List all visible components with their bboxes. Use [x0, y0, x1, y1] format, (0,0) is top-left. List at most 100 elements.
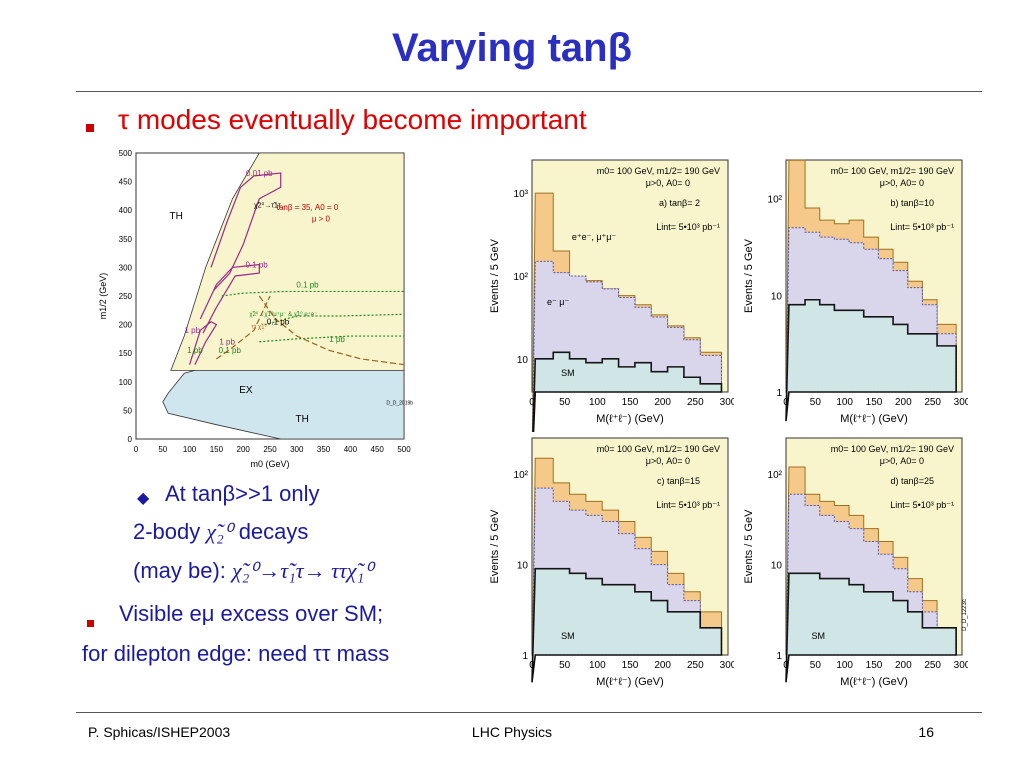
contour-tau-dashed [258, 295, 405, 366]
y-tick-label: 300 [119, 263, 133, 272]
may-be-line: (may be): χ̃₂⁰→τ̃₁τ→ ττχ̃₁⁰ [133, 558, 373, 584]
y-tick-label: 50 [123, 406, 132, 415]
footer-divider [76, 712, 982, 713]
x-tick-label: 450 [371, 445, 385, 454]
x-axis-label: m0 (GeV) [250, 459, 289, 469]
y-axis-label: m1/2 (GeV) [98, 273, 108, 320]
x-tick-label: 150 [622, 660, 639, 671]
x-tick-label: 250 [924, 397, 941, 408]
x-tick-label: 300 [290, 445, 304, 454]
histogram-panel-d: 0 50 100 150 200 250 300 1 10 10² M(ℓ⁺ℓ⁻) (GeV) Eve… [743, 437, 968, 688]
x-tick-label: 250 [924, 660, 941, 671]
two-body-line: 2-body χ̃₂⁰ decays [133, 519, 308, 545]
contour-0.1pb-purple [199, 263, 260, 334]
contour-tau-dashed-2 [216, 295, 271, 360]
x-tick-label: 50 [559, 397, 571, 408]
header-masses: m0= 100 GeV, m1/2= 190 GeV [597, 444, 720, 454]
allowed-region [170, 152, 405, 371]
bullet-marker [86, 119, 94, 137]
x-tick-label: 250 [263, 445, 277, 454]
y-axis-label: Events / 5 GeV [489, 238, 501, 313]
x-tick-label: 300 [954, 397, 968, 408]
x-tick-label: 50 [810, 397, 822, 408]
contour-0.01pb [210, 172, 282, 291]
y-tick-label: 250 [119, 292, 133, 301]
header-mu: μ>0, A0= 0 [646, 456, 690, 466]
y-tick-label: 100 [119, 378, 133, 387]
x-tick-label: 300 [954, 660, 968, 671]
label-1pb-green: 1 pb [329, 335, 345, 344]
y-tick-label: 500 [119, 149, 133, 158]
header-lumi: Lint= 5•10³ pb⁻¹ [656, 222, 720, 232]
series-2-histogram [785, 298, 957, 422]
two-body-label: 2-body [133, 519, 201, 544]
x-tick-label: 150 [622, 397, 639, 408]
label-1pb: 1 pb [184, 326, 200, 335]
header-tanbeta: b) tanβ=10 [891, 198, 934, 208]
x-tick-label: 0 [134, 445, 139, 454]
th-label-2: TH [295, 414, 308, 425]
bullet-emu-excess: Visible eμ excess over SM; [119, 601, 384, 626]
excluded-region [162, 369, 405, 440]
histogram-panel-b: 0 50 100 150 200 250 300 1 10 10² M(ℓ⁺ℓ⁻) (GeV) Eve… [743, 159, 968, 425]
contour-0.1pb-green-mid [264, 313, 405, 326]
histogram-panel-c: 0 50 100 150 200 250 300 1 10 10² M(ℓ⁺ℓ⁻) (GeV) Eve… [489, 437, 734, 688]
panel-label: SM [561, 368, 575, 378]
x-tick-label: 0 [783, 397, 789, 408]
header-mu: μ>0, A0= 0 [646, 178, 690, 188]
contour-1pb-purple [189, 321, 218, 365]
x-tick-label: 200 [237, 445, 251, 454]
label-0.1pb: 0.1 pb [267, 318, 290, 327]
label-1pb-green-2: 1 pb [187, 346, 203, 355]
x-tick-label: 100 [836, 397, 853, 408]
header-mu: μ>0, A0= 0 [880, 456, 924, 466]
header-mu: μ>0, A0= 0 [880, 178, 924, 188]
y-tick-label: 1 [776, 651, 782, 662]
decay-chain: χ̃₂⁰→τ̃₁τ→ ττχ̃₁⁰ [232, 558, 373, 583]
histogram-panel-a: 0 50 100 150 200 250 300 10 10² 10³ M(ℓ⁺ℓ⁻) (GeV) E… [489, 159, 734, 432]
x-tick-label: 50 [810, 660, 822, 671]
decays-label: decays [238, 519, 309, 544]
series-2-histogram [531, 567, 723, 683]
y-tick-label: 200 [119, 321, 133, 330]
bullet-tau-modes: τ modes eventually become important [118, 104, 587, 135]
slide-title: Varying tanβ [391, 26, 633, 70]
x-tick-label: 500 [397, 445, 411, 454]
y-tick-label: 10 [771, 561, 783, 572]
y-tick-label: 10² [768, 195, 783, 206]
panel-label: e⁺e⁻, μ⁺μ⁻ [572, 232, 617, 242]
header-lumi: Lint= 5•10³ pb⁻¹ [890, 222, 954, 232]
y-tick-label: 400 [119, 206, 133, 215]
label-decay-2: χ̃2⁰→χ̃1⁰μ⁺μ⁻ & χ̃1⁰ e⁺e⁻ [249, 311, 317, 318]
x-axis-label: M(ℓ⁺ℓ⁻) (GeV) [840, 676, 908, 688]
x-tick-label: 250 [687, 397, 704, 408]
footer-author: P. Sphicas/ISHEP2003 [88, 724, 231, 740]
x-tick-label: 50 [559, 660, 571, 671]
x-tick-label: 100 [589, 660, 606, 671]
x-tick-label: 0 [529, 397, 535, 408]
x-tick-label: 0 [783, 660, 789, 671]
y-tick-label: 10 [517, 355, 529, 366]
x-tick-label: 150 [866, 660, 883, 671]
x-tick-label: 0 [529, 660, 535, 671]
header-masses: m0= 100 GeV, m1/2= 190 GeV [831, 444, 954, 454]
bullet-marker-2 [87, 614, 94, 632]
title-divider [76, 91, 982, 92]
header-tanbeta: a) tanβ= 2 [659, 198, 700, 208]
th-label: TH [170, 211, 183, 222]
label-tanbeta: tanβ = 35, A0 = 0 [277, 203, 339, 212]
y-tick-label: 450 [119, 178, 133, 187]
y-tick-label: 10³ [514, 189, 529, 200]
y-tick-label: 150 [119, 349, 133, 358]
y-tick-label: 0 [128, 435, 133, 444]
contour-1pb-green [259, 335, 404, 343]
y-tick-label: 10² [514, 470, 529, 481]
x-axis-label: M(ℓ⁺ℓ⁻) (GeV) [596, 676, 664, 688]
panel-label: SM [812, 631, 826, 641]
x-tick-label: 400 [344, 445, 358, 454]
x-tick-label: 100 [836, 660, 853, 671]
chi2-symbol: χ̃₂⁰ [206, 519, 233, 544]
x-tick-label: 300 [720, 397, 734, 408]
x-tick-label: 250 [687, 660, 704, 671]
x-tick-label: 100 [589, 397, 606, 408]
